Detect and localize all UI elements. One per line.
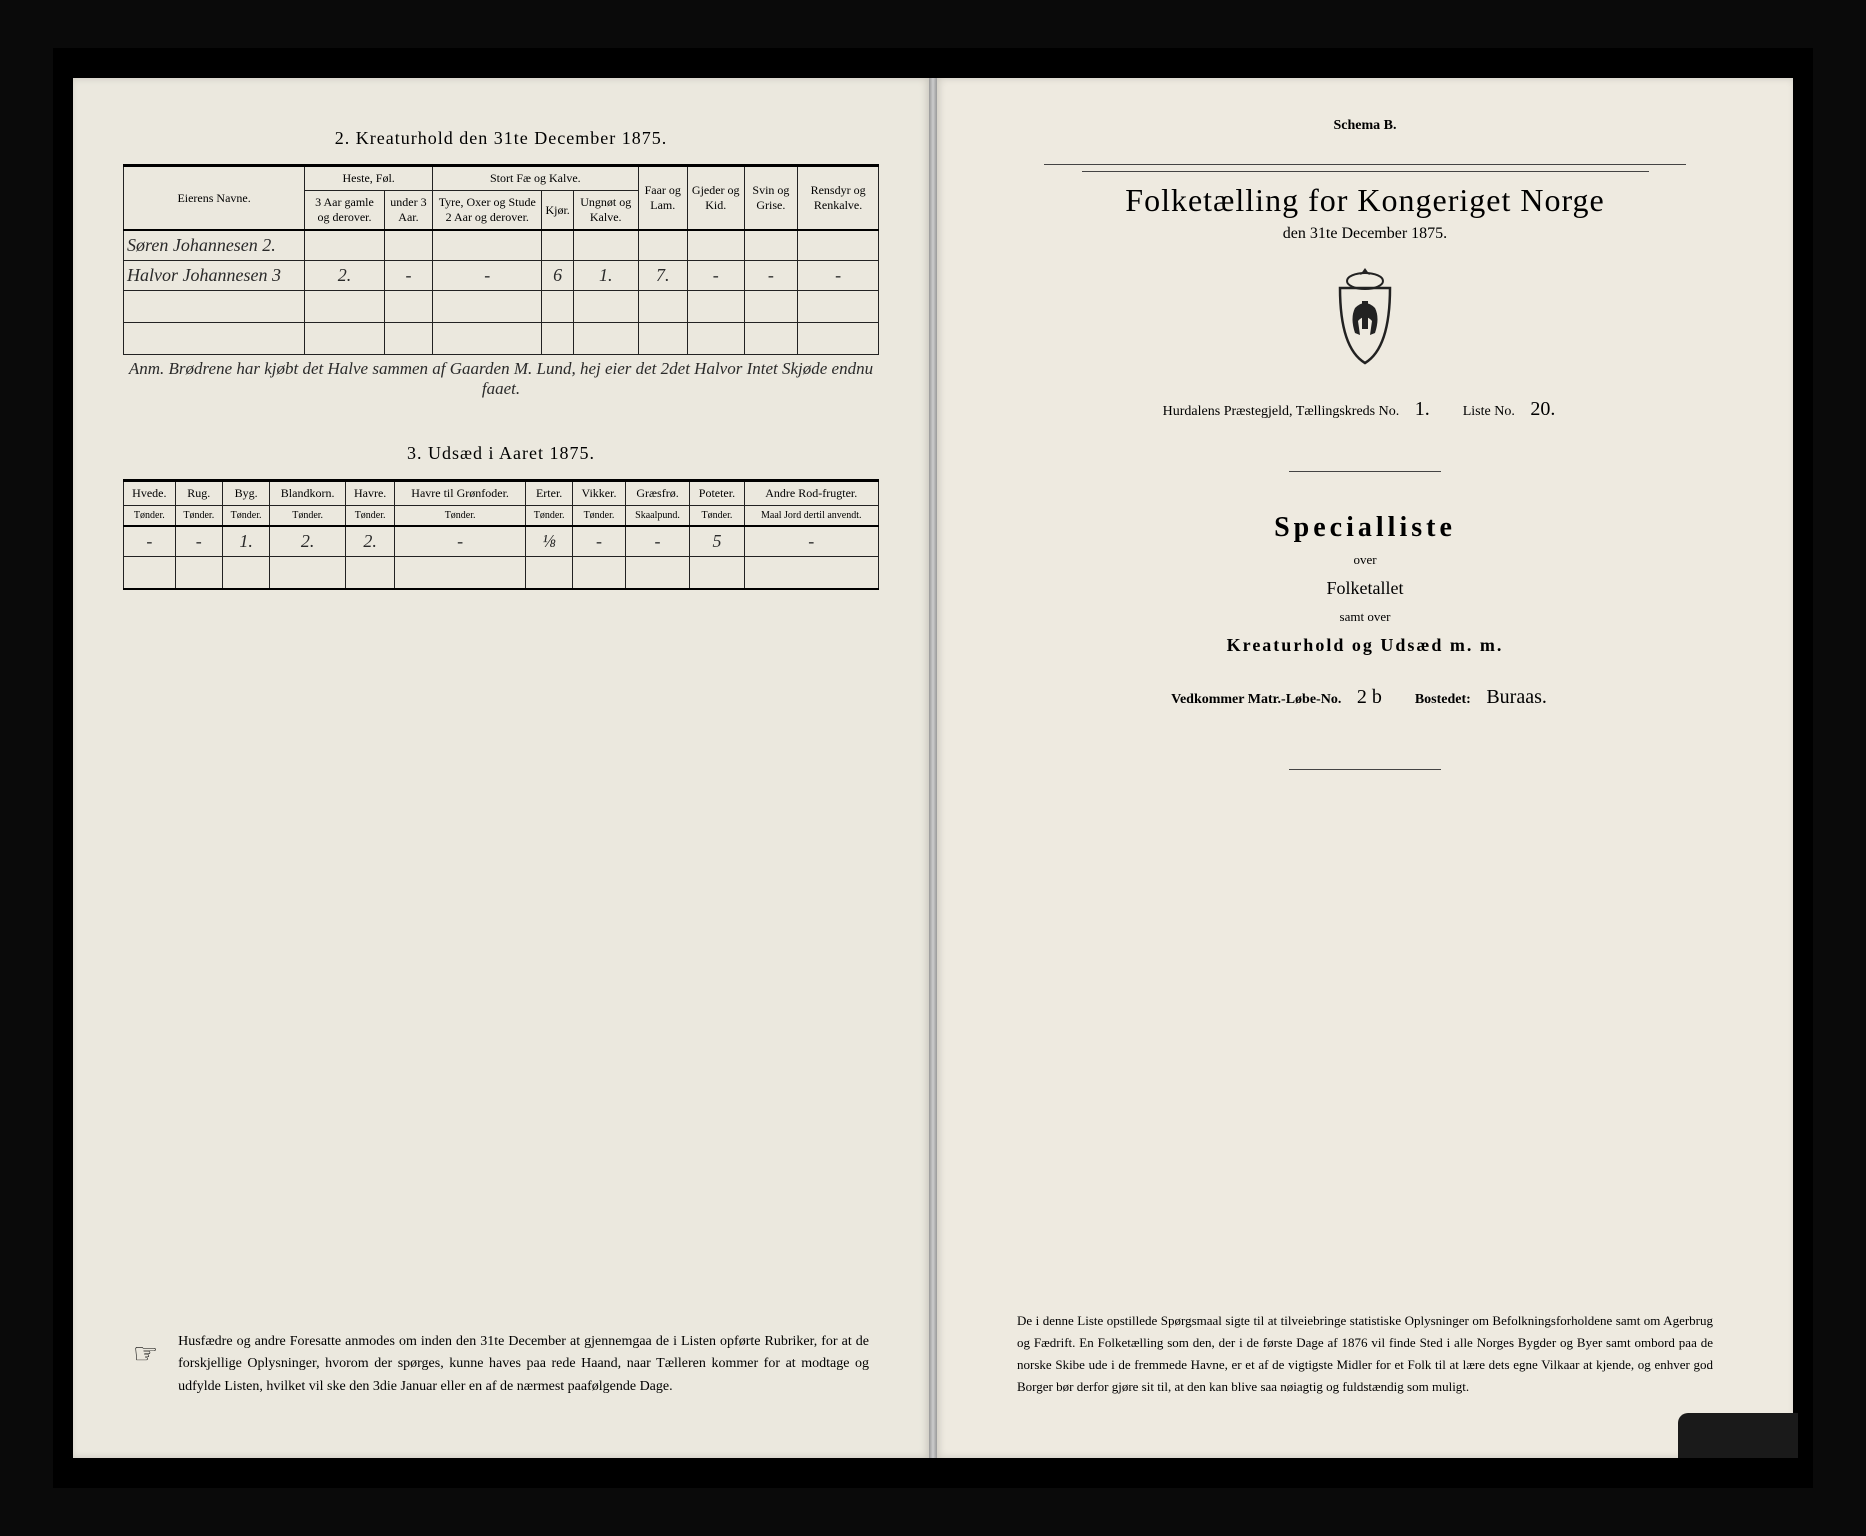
left-page: 2. Kreaturhold den 31te December 1875. E… bbox=[73, 78, 929, 1458]
section2-title: 2. Kreaturhold den 31te December 1875. bbox=[123, 128, 879, 149]
right-footer: De i denne Liste opstillede Spørgsmaal s… bbox=[1017, 1310, 1713, 1398]
page-corner-tab bbox=[1678, 1413, 1798, 1458]
footer-text: Husfædre og andre Foresatte anmodes om i… bbox=[178, 1331, 869, 1398]
udsaed-table: Hvede. Rug. Byg. Blandkorn. Havre. Havre… bbox=[123, 479, 879, 590]
kreatur-label: Kreaturhold og Udsæd m. m. bbox=[987, 635, 1743, 656]
note-row: Anm. Brødrene har kjøbt det Halve sammen… bbox=[124, 355, 879, 404]
table-row: Halvor Johannesen 3 2. - - 6 1. 7. - - - bbox=[124, 261, 879, 291]
liste-no: 20. bbox=[1518, 398, 1567, 420]
col-storfae: Stort Fæ og Kalve. bbox=[433, 166, 639, 191]
samt-label: samt over bbox=[987, 609, 1743, 625]
census-date: den 31te December 1875. bbox=[987, 225, 1743, 243]
vedkommer-line: Vedkommer Matr.-Løbe-No. 2 b Bostedet: B… bbox=[987, 686, 1743, 709]
specialliste-title: Specialliste bbox=[987, 512, 1743, 544]
folketallet-label: Folketallet bbox=[987, 578, 1743, 599]
col-rensdyr: Rensdyr og Renkalve. bbox=[798, 166, 879, 231]
vedk-label: Vedkommer Matr.-Løbe-No. bbox=[1171, 692, 1341, 707]
parish-no: 1. bbox=[1403, 398, 1442, 420]
col-gjeder: Gjeder og Kid. bbox=[687, 166, 744, 231]
col-eiernes: Eierens Navne. bbox=[124, 166, 305, 231]
right-page: Schema B. Folketælling for Kongeriget No… bbox=[937, 78, 1793, 1458]
table2-note: Anm. Brødrene har kjøbt det Halve sammen… bbox=[124, 355, 879, 404]
over-label: over bbox=[987, 552, 1743, 568]
kreaturhold-table: Eierens Navne. Heste, Føl. Stort Fæ og K… bbox=[123, 164, 879, 403]
table-row: - - 1. 2. 2. - ⅛ - - 5 - bbox=[124, 526, 879, 557]
col-heste: Heste, Føl. bbox=[305, 166, 433, 191]
main-title: Folketælling for Kongeriget Norge bbox=[987, 182, 1743, 219]
owner-name: Søren Johannesen 2. bbox=[124, 230, 305, 261]
sub-tyre: Tyre, Oxer og Stude 2 Aar og derover. bbox=[433, 191, 542, 231]
table-row bbox=[124, 557, 879, 589]
rule bbox=[1289, 471, 1440, 472]
parish-label: Hurdalens Præstegjeld, Tællingskreds No. bbox=[1163, 404, 1400, 419]
bosted-label: Bostedet: bbox=[1415, 692, 1471, 707]
col-faar: Faar og Lam. bbox=[638, 166, 687, 231]
rule bbox=[1289, 769, 1440, 770]
pointer-icon: ☞ bbox=[133, 1333, 158, 1398]
sub-3aar: 3 Aar gamle og derover. bbox=[305, 191, 385, 231]
col-svin: Svin og Grise. bbox=[744, 166, 798, 231]
schema-label: Schema B. bbox=[987, 118, 1743, 134]
left-footer: ☞ Husfædre og andre Foresatte anmodes om… bbox=[133, 1331, 869, 1398]
rule bbox=[1082, 171, 1649, 172]
table-row bbox=[124, 291, 879, 323]
rule bbox=[1044, 164, 1687, 165]
bosted-value: Buraas. bbox=[1474, 686, 1559, 708]
table-row: Søren Johannesen 2. bbox=[124, 230, 879, 261]
sub-under3: under 3 Aar. bbox=[384, 191, 432, 231]
book-spread: 2. Kreaturhold den 31te December 1875. E… bbox=[53, 48, 1813, 1488]
section3-title: 3. Udsæd i Aaret 1875. bbox=[123, 443, 879, 464]
table-row bbox=[124, 323, 879, 355]
vedk-no: 2 b bbox=[1345, 686, 1394, 708]
liste-label: Liste No. bbox=[1463, 404, 1515, 419]
coat-of-arms-icon bbox=[1320, 263, 1410, 373]
book-spine bbox=[929, 78, 937, 1458]
sub-ungnot: Ungnøt og Kalve. bbox=[573, 191, 638, 231]
owner-name: Halvor Johannesen 3 bbox=[124, 261, 305, 291]
sub-kjor: Kjør. bbox=[542, 191, 573, 231]
parish-line: Hurdalens Præstegjeld, Tællingskreds No.… bbox=[987, 398, 1743, 421]
